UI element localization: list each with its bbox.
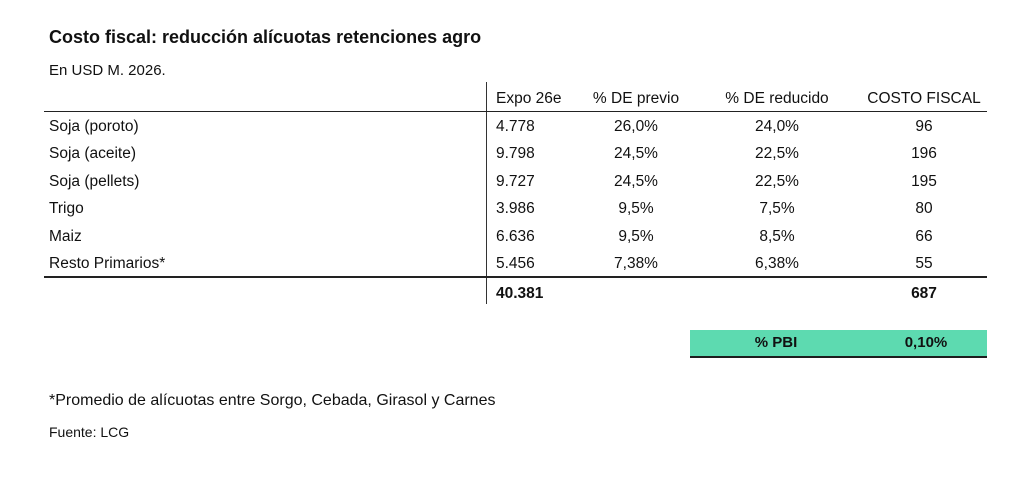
row-expo: 6.636 [496, 228, 535, 245]
row-label: Maiz [49, 228, 82, 245]
header-expo: Expo 26e [496, 90, 562, 107]
row-expo: 4.778 [496, 118, 535, 135]
total-costo: 687 [911, 285, 937, 302]
row-costo: 195 [911, 173, 937, 190]
page-subtitle: En USD M. 2026. [49, 62, 166, 79]
header-rule [44, 111, 987, 112]
row-expo: 9.798 [496, 145, 535, 162]
totals-rule [44, 276, 987, 278]
row-label: Soja (aceite) [49, 145, 137, 162]
row-previo: 7,38% [614, 255, 658, 272]
row-reducido: 22,5% [755, 145, 799, 162]
row-reducido: 22,5% [755, 173, 799, 190]
pbi-value: 0,10% [904, 334, 948, 351]
row-costo: 196 [911, 145, 937, 162]
column-divider [486, 82, 487, 304]
row-reducido: 7,5% [759, 200, 795, 217]
row-label: Resto Primarios* [49, 255, 166, 272]
header-previo: % DE previo [592, 90, 680, 107]
total-expo: 40.381 [496, 285, 544, 302]
row-previo: 9,5% [618, 200, 654, 217]
row-costo: 96 [915, 118, 933, 135]
pbi-label: % PBI [754, 334, 798, 351]
row-costo: 80 [915, 200, 933, 217]
source-note: Fuente: LCG [49, 424, 130, 440]
row-costo: 55 [915, 255, 933, 272]
row-reducido: 6,38% [755, 255, 799, 272]
row-previo: 24,5% [614, 145, 658, 162]
row-label: Soja (poroto) [49, 118, 139, 135]
row-expo: 3.986 [496, 200, 535, 217]
header-reducido: % DE reducido [725, 90, 829, 107]
row-previo: 24,5% [614, 173, 658, 190]
header-costo-fiscal: COSTO FISCAL [867, 90, 981, 107]
row-label: Trigo [49, 200, 84, 217]
row-reducido: 24,0% [755, 118, 799, 135]
row-costo: 66 [915, 228, 933, 245]
footnote: *Promedio de alícuotas entre Sorgo, Ceba… [49, 392, 496, 409]
page-title: Costo fiscal: reducción alícuotas retenc… [49, 27, 482, 47]
row-previo: 26,0% [614, 118, 658, 135]
row-previo: 9,5% [618, 228, 654, 245]
row-expo: 5.456 [496, 255, 535, 272]
row-label: Soja (pellets) [49, 173, 140, 190]
row-expo: 9.727 [496, 173, 535, 190]
row-reducido: 8,5% [759, 228, 795, 245]
pbi-highlight-bar: % PBI 0,10% [690, 330, 987, 358]
